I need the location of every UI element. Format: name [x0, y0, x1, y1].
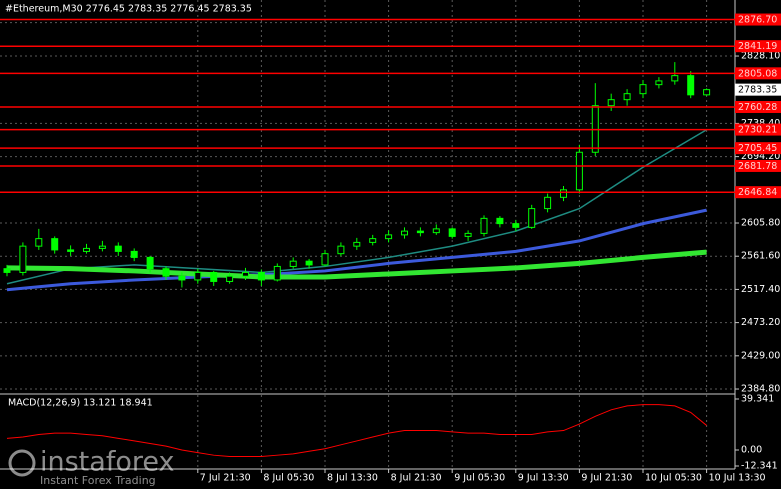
- level-label-box: [735, 186, 781, 199]
- x-tick-label: 10 Jul 05:30: [645, 473, 702, 484]
- candle-body: [544, 196, 552, 210]
- level-label: 2876.70: [738, 15, 777, 26]
- y-tick-label: 2473.20: [741, 317, 780, 328]
- candle-body: [67, 249, 75, 252]
- candle-body: [639, 84, 647, 95]
- level-label: 2705.45: [738, 143, 777, 154]
- y-tick-label: 2517.40: [741, 284, 780, 295]
- candle-body: [226, 275, 234, 282]
- candle-body: [178, 275, 186, 281]
- candle-body: [257, 271, 265, 281]
- level-label: 2760.28: [738, 102, 777, 113]
- y-tick-label: 2384.80: [741, 384, 780, 395]
- candle-body: [289, 260, 297, 267]
- moving-average: [6, 249, 707, 280]
- y-tick-label: 2828.10: [741, 51, 780, 62]
- candle-body: [432, 228, 440, 234]
- x-tick-label: 8 Jul 13:30: [327, 473, 378, 484]
- x-tick-label: 9 Jul 05:30: [454, 473, 505, 484]
- candle-body: [98, 245, 106, 249]
- level-label-box: [735, 142, 781, 155]
- candle-body: [623, 93, 631, 101]
- candle-body: [655, 80, 663, 86]
- level-label: 2646.84: [738, 187, 777, 198]
- candle-body: [273, 265, 281, 281]
- y-tick-label: 39.341: [741, 394, 774, 405]
- candle-body: [416, 230, 424, 234]
- x-tick-label: 8 Jul 21:30: [391, 473, 442, 484]
- candle-body: [496, 217, 504, 225]
- candle-body: [703, 89, 711, 96]
- x-tick-label: 10 Jul 13:30: [709, 473, 766, 484]
- y-tick-label: -12.341: [741, 461, 778, 472]
- candle-body: [305, 260, 313, 266]
- candle-body: [353, 241, 361, 247]
- candle-body: [210, 271, 218, 282]
- level-label: 2805.08: [738, 68, 777, 79]
- candle-body: [321, 253, 329, 266]
- y-tick-label: 2429.00: [741, 350, 780, 361]
- candle-body: [385, 234, 393, 240]
- candle-body: [194, 271, 202, 281]
- logo: [8, 449, 36, 477]
- price-label-box: [735, 83, 781, 96]
- candle-body: [369, 238, 377, 243]
- candle-body: [162, 268, 170, 277]
- y-tick-label: 2605.80: [741, 218, 780, 229]
- candle-body: [3, 268, 11, 273]
- candle-body: [35, 238, 43, 247]
- candle-body: [512, 223, 520, 228]
- candle-body: [480, 217, 488, 234]
- level-label-box: [735, 159, 781, 172]
- x-tick-label: 9 Jul 21:30: [581, 473, 632, 484]
- candle-body: [464, 232, 472, 237]
- signal-line: [6, 404, 707, 457]
- candle-body: [242, 271, 249, 277]
- candle-body: [528, 208, 536, 228]
- macd-title: MACD(12,26,9) 13.121 18.941: [8, 398, 153, 409]
- level-label: 2841.19: [738, 41, 777, 52]
- candle-body: [130, 250, 138, 258]
- x-tick-label: 7 Jul 21:30: [200, 473, 251, 484]
- candle-body: [19, 245, 27, 273]
- level-label-box: [735, 100, 781, 113]
- candle-body: [607, 99, 615, 107]
- candle-body: [448, 228, 456, 237]
- candle-body: [146, 256, 154, 270]
- level-label-box: [735, 13, 781, 26]
- tagline: Instant Forex Trading: [40, 474, 156, 487]
- y-tick-label: 0.00: [741, 445, 762, 456]
- y-tick-label: 2738.40: [741, 118, 780, 129]
- moving-average: [6, 208, 707, 292]
- level-label-box: [735, 67, 781, 80]
- y-tick-label: 2694.20: [741, 151, 780, 162]
- price-label: 2783.35: [738, 85, 777, 96]
- candle-body: [671, 75, 679, 82]
- candle-body: [337, 245, 345, 255]
- level-label: 2730.21: [738, 125, 777, 136]
- candle-body: [114, 245, 122, 252]
- level-label: 2681.78: [738, 161, 777, 172]
- x-tick-label: 8 Jul 05:30: [263, 473, 314, 484]
- chart-title: #Ethereum,M30 2776.45 2783.35 2776.45 27…: [5, 4, 252, 15]
- watermark: instaforex Instant Forex Trading: [8, 447, 174, 487]
- brand: instaforex: [40, 447, 174, 478]
- level-label-box: [735, 123, 781, 136]
- y-tick-label: 2561.60: [741, 251, 780, 262]
- level-label-box: [735, 40, 781, 53]
- candle-body: [83, 247, 90, 252]
- moving-average: [6, 129, 707, 285]
- candle-body: [401, 230, 408, 236]
- candle-body: [687, 75, 695, 96]
- candle-body: [575, 151, 583, 191]
- candle-body: [51, 238, 59, 251]
- x-tick-label: 9 Jul 13:30: [518, 473, 569, 484]
- candle-body: [560, 189, 567, 198]
